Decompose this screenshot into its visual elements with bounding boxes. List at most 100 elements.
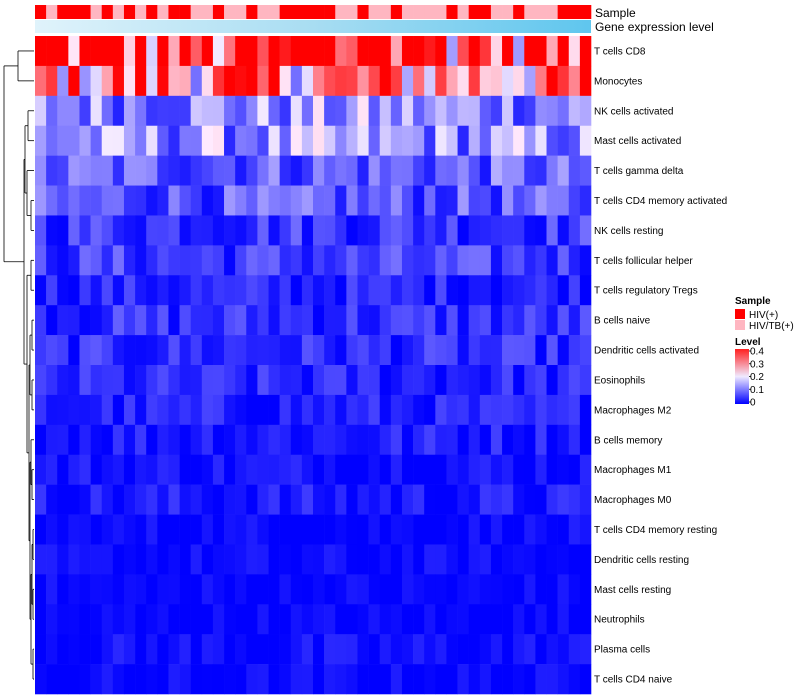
level-tick-label: 0.2 — [750, 372, 764, 383]
heatmap-cell — [313, 185, 325, 216]
heatmap-cell — [135, 36, 147, 67]
heatmap-cell — [535, 215, 547, 246]
heatmap-cell — [135, 245, 147, 276]
heatmap-cell — [235, 394, 247, 426]
heatmap-cell — [502, 95, 514, 127]
heatmap-cell — [146, 394, 158, 426]
heatmap-cell — [35, 335, 47, 366]
heatmap-cell — [146, 634, 158, 665]
heatmap-cell — [224, 305, 236, 336]
heatmap-cell — [335, 245, 347, 276]
row-label: Plasma cells — [594, 645, 650, 656]
heatmap-cell — [457, 305, 469, 336]
heatmap-cell — [79, 125, 91, 156]
heatmap-cell — [157, 335, 169, 366]
heatmap-cell — [212, 185, 225, 216]
heatmap-cell — [268, 185, 280, 216]
heatmap-cell — [435, 155, 447, 186]
heatmap-cell — [157, 544, 169, 575]
heatmap-cell — [557, 514, 570, 545]
heatmap-cell — [379, 664, 392, 695]
heatmap-cell — [401, 155, 414, 186]
heatmap-cell — [479, 275, 492, 306]
heatmap-cell — [346, 245, 358, 276]
heatmap-cell — [135, 305, 147, 336]
heatmap-cell — [490, 574, 503, 605]
heatmap-cell — [179, 634, 191, 665]
row-label: Eosinophils — [594, 375, 645, 386]
heatmap-cell — [268, 95, 280, 127]
heatmap-cell — [335, 275, 347, 306]
row-label: B cells naive — [594, 316, 651, 327]
heatmap-cell — [535, 95, 547, 127]
heatmap-cell — [502, 335, 514, 366]
heatmap-cell — [324, 454, 336, 485]
heatmap-cell — [35, 95, 47, 127]
heatmap-cell — [424, 245, 436, 276]
heatmap-cell — [502, 65, 514, 97]
heatmap-cell — [68, 454, 80, 485]
heatmap-cell — [212, 664, 225, 695]
heatmap-cell — [479, 125, 492, 156]
heatmap-cell — [279, 305, 292, 336]
heatmap-cell — [368, 604, 381, 635]
row-label: Dendritic cells resting — [594, 555, 689, 566]
heatmap-cell — [279, 574, 292, 605]
heatmap-cell — [368, 424, 381, 456]
heatmap-cell — [401, 185, 414, 216]
heatmap-cell — [212, 125, 225, 156]
heatmap-cell — [301, 394, 314, 426]
heatmap-cell — [490, 484, 503, 515]
heatmap-cell — [46, 65, 58, 97]
heatmap-cell — [379, 65, 392, 97]
heatmap-cell — [435, 65, 447, 97]
heatmap-cell — [123, 125, 136, 156]
row-label: Neutrophils — [594, 615, 645, 626]
sample-annotation-cell — [413, 5, 425, 19]
heatmap-cell — [157, 634, 169, 665]
heatmap-cell — [524, 454, 536, 485]
heatmap-cell — [524, 335, 536, 366]
heatmap-cell — [279, 215, 292, 246]
heatmap-cell — [324, 95, 336, 127]
heatmap-cell — [224, 514, 236, 545]
heatmap-cell — [446, 275, 458, 306]
heatmap-cell — [324, 484, 336, 515]
heatmap-cell — [313, 335, 325, 366]
heatmap-cell — [468, 305, 481, 336]
heatmap-cell — [390, 65, 403, 97]
heatmap-cell — [123, 95, 136, 127]
heatmap-cell — [212, 36, 225, 67]
heatmap-cell — [546, 305, 558, 336]
heatmap-cell — [379, 634, 392, 665]
heatmap-cell — [157, 185, 169, 216]
heatmap-cell — [324, 664, 336, 695]
heatmap-cell — [535, 36, 547, 67]
heatmap-cell — [368, 215, 381, 246]
heatmap-cell — [279, 454, 292, 485]
heatmap-cell — [368, 65, 381, 97]
heatmap-cell — [246, 664, 258, 695]
heatmap-cell — [123, 185, 136, 216]
heatmap-cell — [246, 95, 258, 127]
heatmap-cell — [157, 454, 169, 485]
level-tick-label: 0.3 — [750, 359, 764, 370]
heatmap-cell — [513, 484, 525, 515]
level-tick-label: 0.1 — [750, 385, 764, 396]
heatmap-cell — [268, 305, 280, 336]
heatmap-cell — [90, 394, 103, 426]
heatmap-cell — [479, 664, 492, 695]
heatmap-cell — [413, 424, 425, 456]
heatmap-cell — [379, 185, 392, 216]
heatmap-cell — [57, 335, 69, 366]
heatmap-cell — [368, 544, 381, 575]
heatmap-cell — [490, 454, 503, 485]
heatmap-cell — [157, 305, 169, 336]
heatmap-cell — [246, 305, 258, 336]
heatmap-cell — [179, 484, 191, 515]
heatmap-cell — [135, 454, 147, 485]
sample-annotation-cell — [546, 5, 558, 19]
heatmap-cell — [401, 574, 414, 605]
heatmap-cell — [479, 424, 492, 456]
heatmap-cell — [324, 125, 336, 156]
